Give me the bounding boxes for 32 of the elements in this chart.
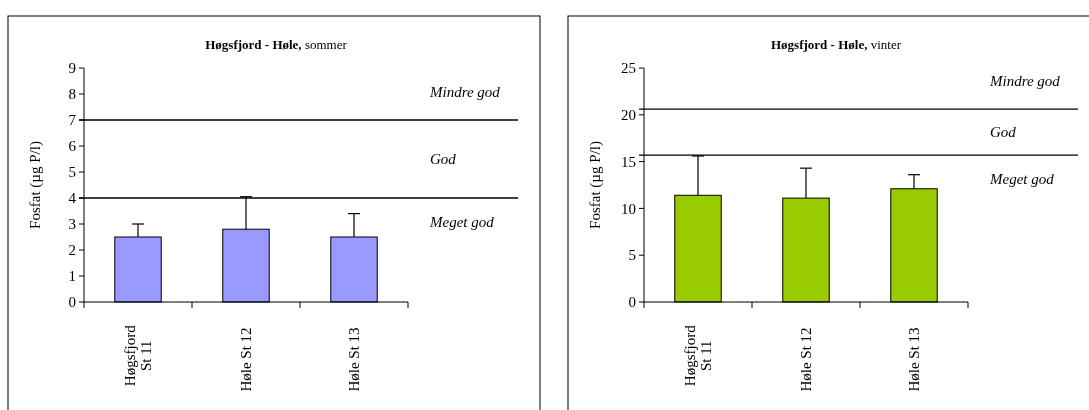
- chart-title: Høgsfjord - Høle, vinter: [771, 37, 902, 52]
- chart-title: Høgsfjord - Høle, sommer: [205, 37, 348, 52]
- y-tick-label: 9: [68, 60, 76, 77]
- x-tick-label: Høle St 13: [906, 327, 922, 392]
- text: Meget god: [429, 214, 495, 231]
- x-tick-label: Høle St 13: [346, 327, 362, 392]
- y-axis-title: Fosfat (µg P/l): [587, 141, 604, 229]
- text: God: [430, 151, 457, 168]
- x-tick-label: Høle St 12: [238, 327, 254, 392]
- x-tick-label: Høle St 12: [798, 327, 814, 392]
- y-tick-label: 5: [68, 164, 76, 181]
- y-tick-label: 0: [68, 294, 76, 311]
- y-tick-label: 5: [628, 247, 636, 264]
- y-tick-label: 25: [621, 60, 636, 77]
- x-tick-label: Høgsfjord St 11: [682, 324, 714, 387]
- y-tick-label: 1: [68, 268, 76, 285]
- y-tick-label: 0: [628, 294, 636, 311]
- y-axis-title: Fosfat (µg P/l): [27, 141, 44, 229]
- text: God: [990, 124, 1017, 141]
- text: Mindre god: [429, 84, 501, 101]
- y-tick-label: 6: [68, 138, 77, 155]
- y-tick-label: 7: [68, 112, 77, 129]
- text: Mindre god: [989, 73, 1061, 90]
- y-tick-label: 4: [68, 190, 77, 207]
- y-tick-label: 20: [621, 107, 636, 124]
- y-tick-label: 8: [68, 86, 76, 103]
- y-tick-label: 10: [621, 200, 636, 217]
- x-tick-label: Høgsfjord St 11: [122, 324, 154, 387]
- y-tick-label: 15: [621, 153, 636, 170]
- text: Meget god: [989, 171, 1055, 188]
- y-tick-label: 2: [68, 242, 76, 259]
- y-tick-label: 3: [68, 216, 76, 233]
